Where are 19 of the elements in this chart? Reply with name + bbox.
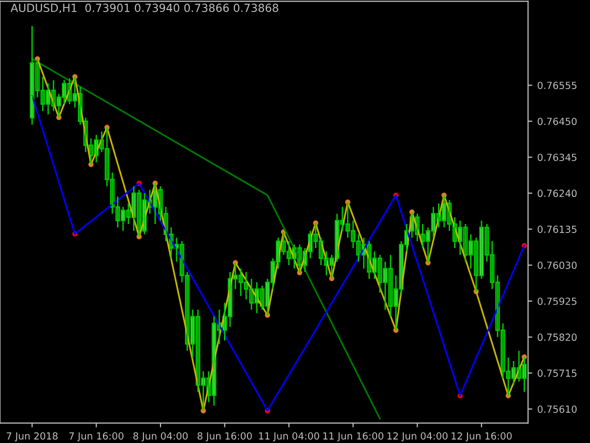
y-tick-label: 0.76555 [538, 82, 576, 90]
x-tick-label: 11 Jun 16:00 [323, 432, 384, 442]
x-tick-label: 12 Jun 04:00 [387, 432, 448, 442]
x-tick-label: 12 Jun 16:00 [452, 432, 512, 442]
y-tick-label: 0.75610 [538, 405, 577, 413]
y-tick-label: 0.76030 [538, 262, 577, 269]
y-tick-label: 0.75820 [538, 334, 577, 341]
y-tick-label: 0.76135 [538, 226, 576, 233]
y-tick-label: 0.76345 [538, 154, 576, 162]
x-tick-label: 7 Jun 2018 [6, 432, 58, 442]
chart-title: AUDUSD,H1 0.73901 0.73940 0.73866 0.73868 [10, 4, 278, 14]
y-tick-label: 0.75715 [538, 370, 576, 377]
y-tick-label: 0.76240 [538, 190, 577, 198]
x-tick-label: 7 Jun 16:00 [69, 432, 124, 442]
x-tick-label: 8 Jun 04:00 [133, 432, 188, 442]
x-tick-label: 11 Jun 04:00 [259, 432, 320, 442]
y-tick-label: 0.76450 [538, 118, 577, 126]
y-tick-label: 0.75925 [538, 298, 576, 305]
x-tick-label: 8 Jun 16:00 [198, 432, 252, 442]
